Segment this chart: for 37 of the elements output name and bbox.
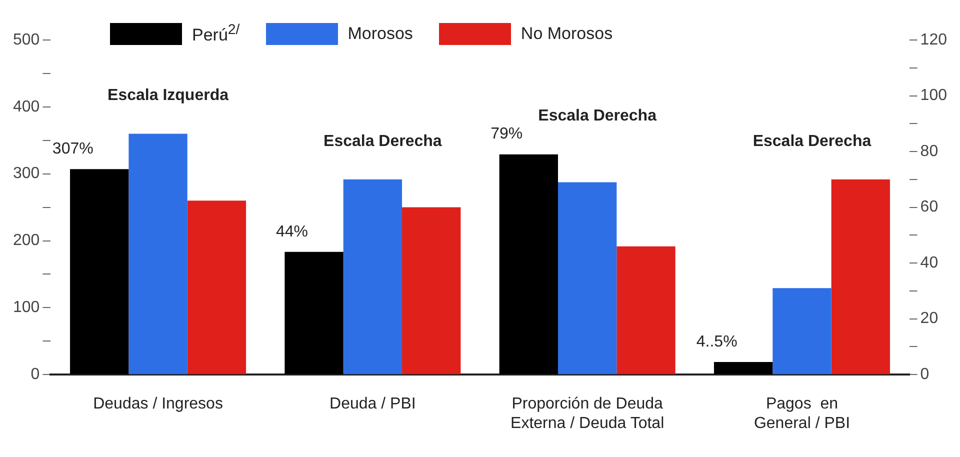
- y-tick-label: 300: [12, 165, 40, 182]
- y-tick-label: 0: [30, 366, 40, 384]
- bar: [714, 362, 773, 374]
- y-tick-label: 500: [12, 31, 40, 48]
- bar: [831, 179, 890, 374]
- bar: [284, 252, 344, 374]
- annotation: Escala Derecha: [538, 108, 657, 125]
- x-tick-label: Deuda / PBI: [330, 396, 416, 413]
- bar: [402, 207, 461, 374]
- bar: [772, 288, 832, 374]
- legend-label: No Morosos: [520, 24, 613, 44]
- data-label: 307%: [52, 140, 94, 158]
- bar: [616, 246, 676, 374]
- data-label: 4..5%: [696, 333, 738, 350]
- y-tick-label: 100: [12, 299, 40, 316]
- y2-tick-label: 120: [920, 31, 948, 48]
- x-tick-label: Proporción de Deuda Externa / Deuda Total: [510, 396, 664, 432]
- bar: [558, 182, 617, 374]
- y2-tick-label: 40: [920, 254, 938, 272]
- y2-tick-label: 60: [920, 198, 938, 216]
- y2-tick-label: 80: [920, 142, 938, 160]
- y2-tick-label: 100: [920, 87, 948, 104]
- bar: [343, 179, 402, 374]
- x-tick-label: Pagos en General / PBI: [754, 396, 850, 432]
- x-tick-label: Deudas / Ingresos: [93, 396, 223, 413]
- y-tick-label: 200: [12, 232, 40, 250]
- bar: [499, 154, 558, 374]
- annotation: Escala Izquerda: [108, 87, 229, 104]
- legend-label: Morosos: [348, 24, 413, 44]
- y2-tick-label: 20: [920, 310, 938, 328]
- legend-label: Perú$^{2/}$: [192, 22, 240, 46]
- annotation: Escala Derecha: [324, 132, 442, 150]
- data-label: 79%: [490, 126, 523, 143]
- y-tick-label: 400: [12, 98, 40, 116]
- annotation: Escala Derecha: [752, 132, 872, 150]
- y2-tick-label: 0: [920, 366, 930, 384]
- data-label: 44%: [276, 223, 308, 240]
